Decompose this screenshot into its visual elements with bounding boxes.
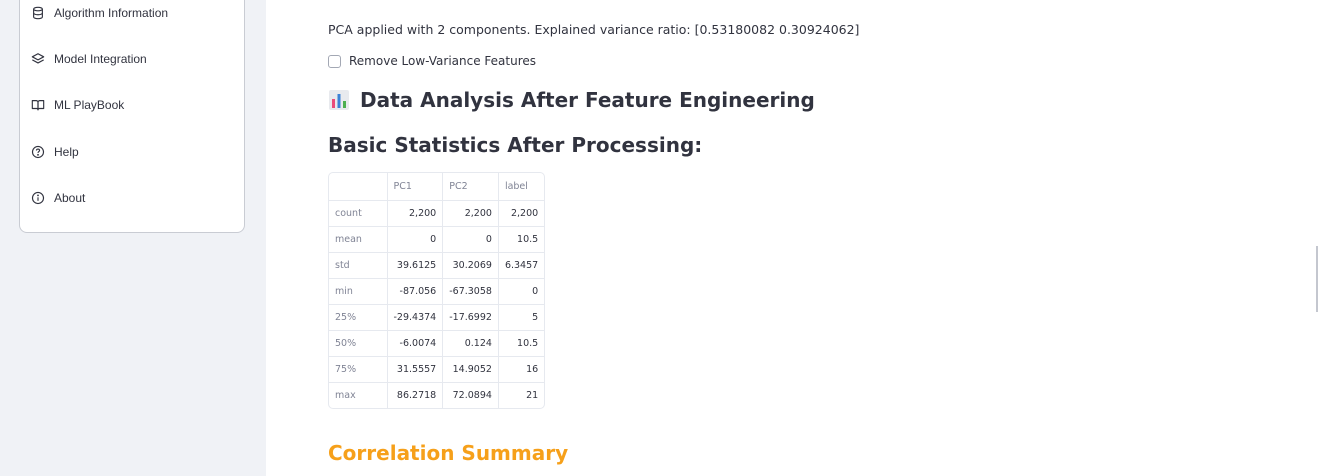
table-header-pc1[interactable]: PC1 [387, 173, 444, 201]
sidebar: Algorithm Information Model Integration … [0, 0, 266, 476]
sidebar-item-algorithm-information[interactable]: Algorithm Information [31, 2, 168, 24]
database-icon [31, 6, 45, 20]
row-index: 50% [329, 330, 388, 357]
main-content: PCA applied with 2 components. Explained… [266, 0, 1318, 476]
remove-low-variance-checkbox[interactable]: Remove Low-Variance Features [328, 54, 536, 68]
help-circle-icon [31, 145, 45, 159]
table-cell: 21 [526, 389, 539, 401]
sidebar-item-label: Algorithm Information [54, 6, 169, 20]
sidebar-item-label: ML PlayBook [54, 98, 125, 112]
table-row: max 86.2718 72.0894 21 [329, 382, 544, 408]
sidebar-nav-menu [19, 0, 245, 233]
table-cell: 31.5557 [387, 356, 444, 383]
section-heading-text: Data Analysis After Feature Engineering [360, 88, 815, 112]
table-header-row: PC1 PC2 label [329, 173, 545, 201]
layers-icon [31, 52, 45, 66]
checkbox-label: Remove Low-Variance Features [349, 54, 537, 68]
row-index: 25% [329, 304, 388, 331]
table-cell: 2,200 [498, 200, 545, 227]
scrollbar[interactable] [1316, 246, 1318, 312]
table-header-pc2[interactable]: PC2 [442, 173, 499, 201]
table-cell: 16 [498, 356, 545, 383]
sidebar-item-label: Model Integration [54, 52, 147, 66]
row-index: max [329, 382, 388, 408]
sidebar-item-about[interactable]: About [31, 187, 85, 209]
table-cell: 10.5 [498, 330, 545, 357]
table-cell: 10.5 [498, 226, 545, 253]
table-cell: 39.6125 [387, 252, 444, 279]
row-index: count [329, 200, 388, 227]
table-cell: 0.124 [442, 330, 499, 357]
table-cell: -29.4374 [387, 304, 444, 331]
info-circle-icon [31, 191, 45, 205]
table-cell: -67.3058 [442, 278, 499, 305]
row-index: 75% [329, 356, 388, 383]
table-header-index [329, 173, 388, 201]
table-cell: 5 [498, 304, 545, 331]
table-cell: 14.9052 [442, 356, 499, 383]
row-index: mean [329, 226, 388, 253]
row-index: min [329, 278, 388, 305]
sidebar-item-help[interactable]: Help [31, 141, 79, 163]
row-index: std [329, 252, 388, 279]
table-cell: -17.6992 [442, 304, 499, 331]
table-cell: 0 [442, 226, 499, 253]
section-heading: Data Analysis After Feature Engineering [328, 88, 815, 112]
table-row: mean 0 0 10.5 [329, 226, 545, 253]
table-cell: -87.056 [387, 278, 444, 305]
table-cell: 0 [387, 226, 444, 253]
sidebar-item-model-integration[interactable]: Model Integration [31, 48, 147, 70]
table-cell: 6.3457 [498, 252, 545, 279]
checkbox-box[interactable] [328, 54, 341, 68]
table-cell: 2,200 [387, 200, 444, 227]
correlation-summary-heading: Correlation Summary [328, 441, 569, 465]
bar-chart-icon [329, 90, 349, 110]
table-row: 50% -6.0074 0.124 10.5 [329, 330, 545, 357]
book-icon [31, 98, 45, 112]
table-cell: 72.0894 [442, 382, 499, 408]
pca-result-text: PCA applied with 2 components. Explained… [328, 22, 860, 37]
table-cell: 30.2069 [442, 252, 499, 279]
table-row: min -87.056 -67.3058 0 [329, 278, 545, 305]
table-row: 75% 31.5557 14.9052 16 [329, 356, 545, 383]
table-header-label[interactable]: label [498, 173, 545, 201]
table-cell: 0 [498, 278, 545, 305]
table-cell: 2,200 [442, 200, 499, 227]
table-cell: 86.2718 [387, 382, 444, 408]
table-row: std 39.6125 30.2069 6.3457 [329, 252, 545, 279]
sidebar-item-label: Help [54, 145, 79, 159]
table-row: count 2,200 2,200 2,200 [329, 200, 545, 227]
sidebar-item-label: About [54, 191, 86, 205]
stats-heading: Basic Statistics After Processing: [328, 133, 703, 157]
table-row: 25% -29.4374 -17.6992 5 [329, 304, 545, 331]
sidebar-item-ml-playbook[interactable]: ML PlayBook [31, 94, 124, 116]
table-cell: -6.0074 [387, 330, 444, 357]
statistics-table[interactable]: PC1 PC2 label count 2,200 2,200 2,200 me… [328, 172, 546, 409]
